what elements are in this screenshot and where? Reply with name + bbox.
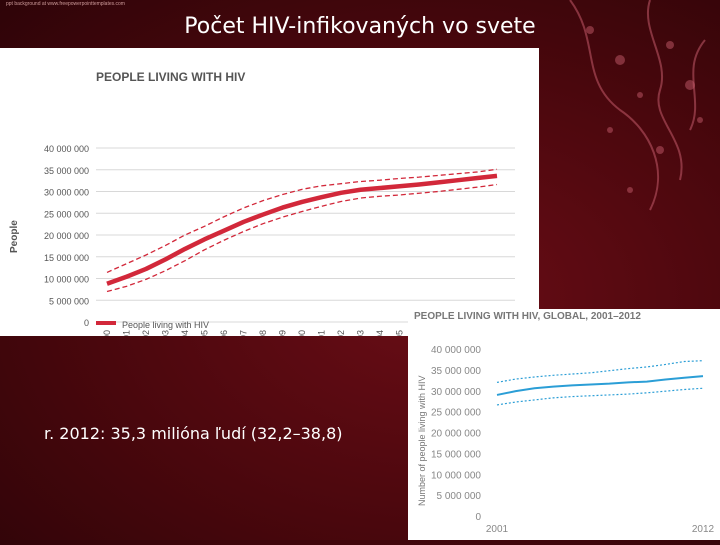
template-credit: ppt background at www.freepowerpointtemp… [6, 1, 125, 7]
chart2-y-tick: 40 000 000 [431, 345, 481, 356]
chart1-y-tick: 25 000 000 [44, 209, 89, 219]
chart1-x-tick: 2004 [375, 330, 385, 336]
chart2-svg: Number of people living with HIV 40 000 … [408, 309, 720, 540]
chart2-y-tick: 35 000 000 [431, 366, 481, 377]
chart1-y-tick: 0 [84, 318, 89, 328]
chart1-y-tick: 15 000 000 [44, 253, 89, 263]
chart2-y-label: Number of people living with HIV [417, 375, 427, 506]
chart1-x-tick: 1992 [141, 330, 151, 336]
chart1-y-tick: 5 000 000 [49, 296, 89, 306]
chart1-legend-label: People living with HIV [122, 320, 209, 330]
chart1-x-tick: 1995 [200, 330, 210, 336]
chart2-x-tick: 2001 [486, 524, 509, 535]
chart1-x-tick: 2002 [336, 330, 346, 336]
chart1-series-estimate [107, 176, 497, 284]
hiv-chart-1990-2010: PEOPLE LIVING WITH HIV People 40 000 000… [0, 48, 539, 336]
chart1-y-tick: 40 000 000 [44, 144, 89, 154]
chart2-y-tick: 25 000 000 [431, 408, 481, 419]
chart1-svg: PEOPLE LIVING WITH HIV People 40 000 000… [0, 48, 539, 336]
chart1-y-tick: 10 000 000 [44, 275, 89, 285]
chart2-title: PEOPLE LIVING WITH HIV, GLOBAL, 2001–201… [414, 311, 641, 322]
chart2-y-tick: 15 000 000 [431, 449, 481, 460]
chart2-y-tick: 10 000 000 [431, 470, 481, 481]
chart1-x-tick: 2005 [395, 330, 405, 336]
chart1-x-tick: 2003 [356, 330, 366, 336]
chart1-x-tick: 1998 [258, 330, 268, 336]
chart1-x-tick: 1990 [102, 330, 112, 336]
chart1-x-tick: 2001 [317, 330, 327, 336]
chart1-title: PEOPLE LIVING WITH HIV [96, 70, 245, 84]
chart1-y-tick: 30 000 000 [44, 188, 89, 198]
chart2-y-tick: 5 000 000 [437, 491, 482, 502]
hiv-chart-2001-2012: Number of people living with HIV 40 000 … [408, 309, 720, 540]
chart2-y-tick: 30 000 000 [431, 387, 481, 398]
chart1-y-label: People [9, 220, 20, 253]
summary-note: r. 2012: 35,3 milióna ľudí (32,2–38,8) [44, 424, 343, 443]
floral-ornament [530, 0, 720, 330]
chart2-y-tick: 0 [475, 512, 481, 523]
chart1-x-tick: 1997 [239, 330, 249, 336]
chart1-x-tick: 1996 [219, 330, 229, 336]
chart1-x-tick: 1999 [278, 330, 288, 336]
chart1-x-tick: 1994 [180, 330, 190, 336]
chart2-x-tick: 2012 [692, 524, 715, 535]
chart1-x-tick: 1993 [161, 330, 171, 336]
chart1-y-tick: 35 000 000 [44, 166, 89, 176]
chart2-series-estimate [497, 376, 703, 395]
chart2-y-tick: 20 000 000 [431, 429, 481, 440]
chart1-x-tick: 1991 [122, 330, 132, 336]
chart1-legend-swatch [96, 321, 116, 325]
chart2-series-lower [497, 388, 703, 405]
chart1-y-tick: 20 000 000 [44, 231, 89, 241]
